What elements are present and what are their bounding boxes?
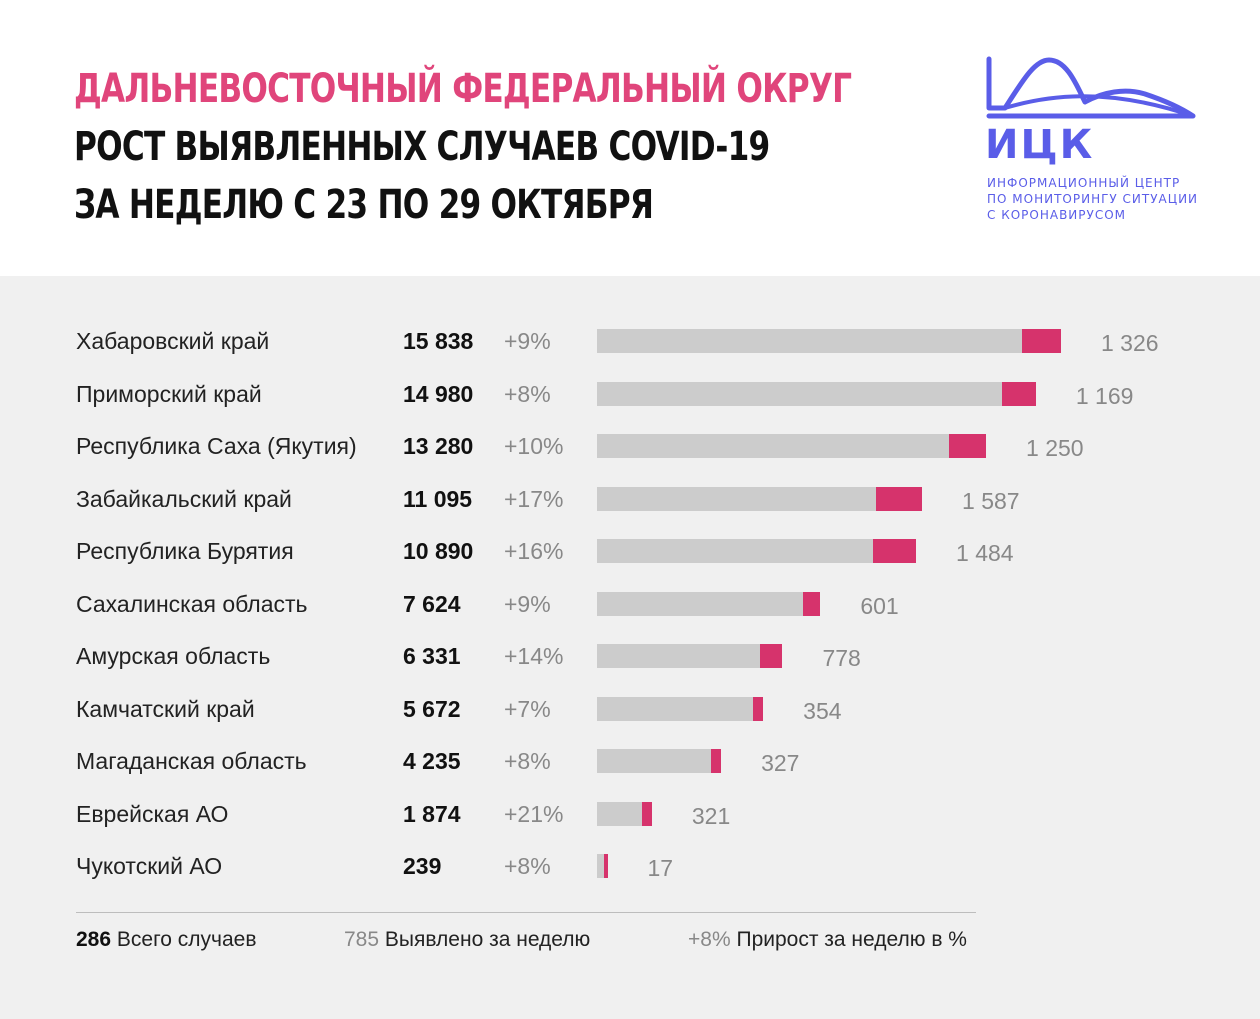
legend-pct-value: +8% bbox=[688, 928, 731, 951]
new-cases-label: 1 326 bbox=[1101, 330, 1159, 356]
bar-new-cases bbox=[603, 854, 608, 878]
total-cases-label: 4 235 bbox=[403, 748, 461, 774]
bar-new-cases bbox=[1022, 329, 1061, 353]
chart-row: Чукотский АО 239 +8% 17 bbox=[0, 847, 1260, 887]
total-cases-label: 15 838 bbox=[403, 328, 474, 354]
legend-new: 785 Выявлено за неделю bbox=[344, 928, 590, 952]
chart-row: Магаданская область 4 235 +8% 327 bbox=[0, 742, 1260, 782]
legend-total-value: 286 bbox=[76, 928, 112, 951]
bar-previous-cases bbox=[597, 539, 873, 563]
weekly-growth-label: +9% bbox=[504, 328, 551, 354]
legend-pct: +8% Прирост за неделю в % bbox=[688, 928, 967, 952]
legend-pct-label: Прирост за неделю в % bbox=[736, 928, 967, 951]
logo-text-line-2: ПО МОНИТОРИНГУ СИТУАЦИИ bbox=[987, 192, 1199, 206]
bar-previous-cases bbox=[597, 329, 1023, 353]
total-cases-label: 11 095 bbox=[403, 485, 473, 512]
new-cases-label: 1 169 bbox=[1075, 382, 1134, 409]
bar-previous-cases bbox=[597, 381, 1002, 406]
region-name: Чукотский АО bbox=[76, 853, 223, 879]
weekly-growth-label: +8% bbox=[504, 748, 551, 774]
weekly-growth-label: +21% bbox=[504, 800, 564, 827]
new-cases-label: 1 484 bbox=[956, 540, 1014, 566]
logo-abbreviation: ИЦК bbox=[985, 122, 1095, 168]
total-cases-label: 1 874 bbox=[403, 800, 461, 827]
bar-previous-cases bbox=[597, 434, 950, 458]
bar-new-cases bbox=[711, 749, 722, 773]
weekly-growth-label: +9% bbox=[504, 590, 551, 617]
bar-new-cases bbox=[642, 801, 652, 826]
chart-row: Приморский край 14 980 +8% 1 169 bbox=[0, 375, 1260, 415]
new-cases-label: 321 bbox=[691, 802, 731, 829]
legend-divider bbox=[76, 912, 976, 913]
legend-total: 286 Всего случаев bbox=[76, 928, 257, 952]
logo-text-line-1: ИНФОРМАЦИОННЫЙ ЦЕНТР bbox=[987, 176, 1181, 190]
bar-previous-cases bbox=[597, 486, 876, 511]
new-cases-label: 778 bbox=[822, 645, 861, 671]
region-name: Хабаровский край bbox=[76, 328, 270, 354]
new-cases-label: 601 bbox=[860, 592, 899, 619]
bar-new-cases bbox=[1001, 381, 1036, 406]
weekly-growth-label: +8% bbox=[504, 380, 551, 407]
page-title: РОСТ ВЫЯВЛЕННЫХ СЛУЧАЕВ COVID-19 bbox=[74, 124, 770, 170]
weekly-growth-label: +16% bbox=[504, 538, 564, 564]
weekly-growth-label: +7% bbox=[504, 695, 551, 722]
chart-row: Хабаровский край 15 838 +9% 1 326 bbox=[0, 322, 1260, 362]
new-cases-label: 17 bbox=[647, 855, 674, 881]
new-cases-label: 1 587 bbox=[962, 487, 1020, 514]
weekly-growth-label: +8% bbox=[504, 853, 551, 879]
bar-new-cases bbox=[875, 486, 923, 511]
new-cases-label: 354 bbox=[803, 697, 842, 724]
new-cases-label: 327 bbox=[761, 750, 800, 776]
chart-row: Амурская область 6 331 +14% 778 bbox=[0, 637, 1260, 677]
region-name: Амурская область bbox=[76, 643, 271, 669]
region-name: Республика Саха (Якутия) bbox=[76, 433, 357, 459]
region-name: Приморский край bbox=[76, 380, 262, 407]
bar-previous-cases bbox=[597, 644, 760, 668]
region-name: Забайкальский край bbox=[76, 485, 292, 512]
bar-previous-cases bbox=[597, 801, 643, 826]
total-cases-label: 7 624 bbox=[403, 590, 461, 617]
chart-row: Камчатский край 5 672 +7% 354 bbox=[0, 690, 1260, 730]
region-name: Камчатский край bbox=[76, 695, 255, 722]
total-cases-label: 5 672 bbox=[403, 695, 461, 722]
legend-total-label: Всего случаев bbox=[116, 928, 257, 951]
total-cases-label: 13 280 bbox=[403, 433, 474, 459]
total-cases-label: 6 331 bbox=[403, 643, 461, 669]
weekly-growth-label: +17% bbox=[504, 485, 564, 512]
bar-previous-cases bbox=[597, 696, 753, 721]
bar-previous-cases bbox=[597, 854, 604, 878]
weekly-growth-label: +14% bbox=[504, 643, 564, 669]
bar-new-cases bbox=[759, 644, 783, 668]
logo-text-line-3: С КОРОНАВИРУСОМ bbox=[987, 208, 1127, 222]
chart-row: Забайкальский край 11 095 +17% 1 587 bbox=[0, 480, 1260, 520]
chart-row: Республика Бурятия 10 890 +16% 1 484 bbox=[0, 532, 1260, 572]
total-cases-label: 239 bbox=[403, 853, 442, 879]
chart-row: Сахалинская область 7 624 +9% 601 bbox=[0, 585, 1260, 625]
total-cases-label: 10 890 bbox=[403, 538, 474, 564]
region-name: Сахалинская область bbox=[76, 590, 308, 617]
bar-previous-cases bbox=[597, 591, 803, 616]
bar-new-cases bbox=[802, 591, 821, 616]
bar-previous-cases bbox=[597, 749, 712, 773]
chart-row: Республика Саха (Якутия) 13 280 +10% 1 250 bbox=[0, 427, 1260, 467]
page-subtitle-dates: ЗА НЕДЕЛЮ С 23 ПО 29 ОКТЯБРЯ bbox=[74, 182, 654, 228]
legend-new-label: Выявлено за неделю bbox=[384, 928, 591, 951]
header: ДАЛЬНЕВОСТОЧНЫЙ ФЕДЕРАЛЬНЫЙ ОКРУГ РОСТ В… bbox=[0, 0, 1260, 276]
bar-new-cases bbox=[752, 696, 764, 721]
page-title-region: ДАЛЬНЕВОСТОЧНЫЙ ФЕДЕРАЛЬНЫЙ ОКРУГ bbox=[74, 66, 852, 112]
region-name: Республика Бурятия bbox=[76, 538, 294, 564]
total-cases-label: 14 980 bbox=[403, 380, 474, 407]
bar-new-cases bbox=[949, 434, 987, 458]
chart-row: Еврейская АО 1 874 +21% 321 bbox=[0, 795, 1260, 835]
logo: ИЦК ИНФОРМАЦИОННЫЙ ЦЕНТР ПО МОНИТОРИНГУ … bbox=[985, 56, 1205, 226]
logo-mountain-icon bbox=[986, 56, 1196, 119]
region-name: Еврейская АО bbox=[76, 800, 229, 827]
new-cases-label: 1 250 bbox=[1026, 435, 1084, 461]
weekly-growth-label: +10% bbox=[504, 433, 564, 459]
legend-new-value: 785 bbox=[344, 928, 380, 951]
region-name: Магаданская область bbox=[76, 748, 307, 774]
bar-new-cases bbox=[872, 539, 917, 563]
